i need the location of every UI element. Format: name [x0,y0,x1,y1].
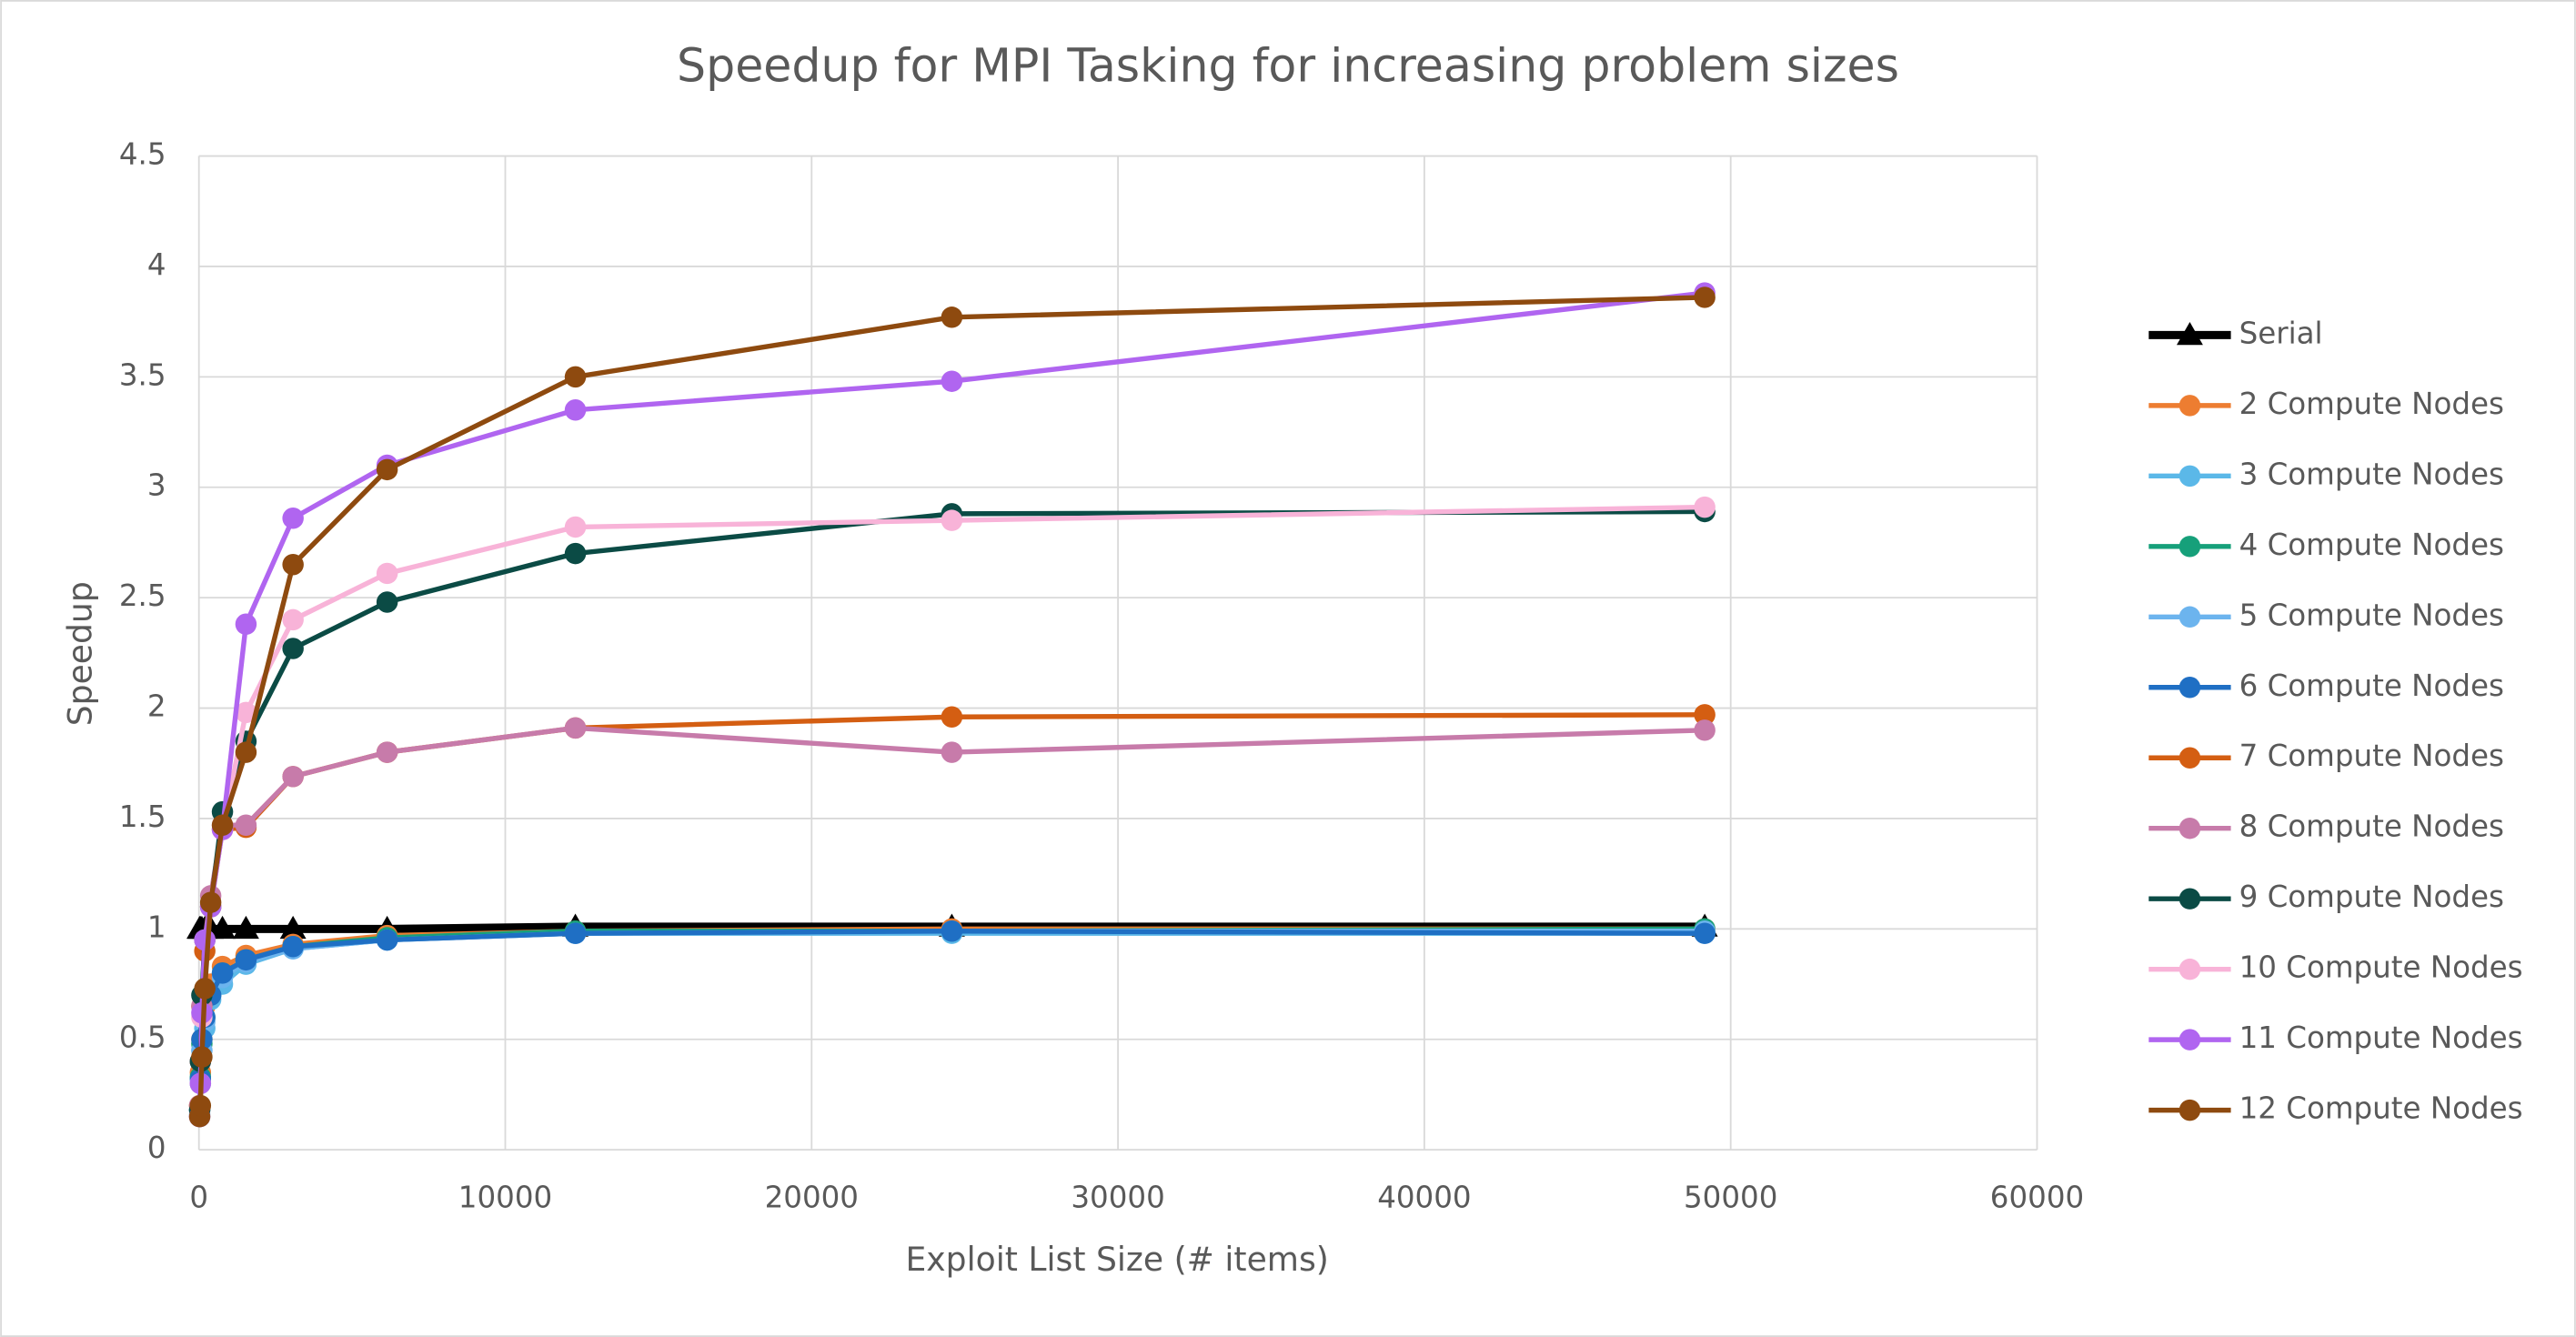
data-point [564,717,587,739]
legend-label: 6 Compute Nodes [2239,668,2504,703]
data-point [941,370,963,392]
y-tick-label: 4 [147,247,166,282]
y-tick-label: 3.5 [119,357,166,392]
x-tick-label: 50000 [1684,1180,1777,1214]
data-point [1694,704,1716,726]
data-point [564,366,587,388]
legend-label: 8 Compute Nodes [2239,809,2504,844]
data-point [194,929,216,951]
data-point [282,508,304,529]
legend-marker [2179,1099,2201,1121]
data-point [209,915,236,940]
data-point [199,891,222,913]
data-point [189,1094,212,1117]
data-point [376,562,398,585]
data-point [376,741,398,763]
legend-label: 11 Compute Nodes [2239,1020,2523,1055]
y-tick-label: 2 [147,689,166,724]
legend-label: 12 Compute Nodes [2239,1091,2523,1126]
data-point [1694,496,1716,518]
data-point [941,706,963,728]
data-point [376,929,398,951]
data-point [282,608,304,631]
data-point [1694,286,1716,308]
legend-marker [2179,1029,2201,1050]
y-tick-label: 1.5 [119,799,166,834]
data-point [235,949,257,971]
legend-marker [2179,958,2201,980]
data-point [564,399,587,421]
x-tick-label: 10000 [458,1180,552,1214]
data-point [564,922,587,944]
legend-marker [2179,465,2201,488]
x-tick-label: 20000 [765,1180,859,1214]
data-point [235,701,257,724]
y-tick-label: 1 [147,910,166,944]
legend-label: 10 Compute Nodes [2239,950,2523,985]
data-point [282,553,304,576]
data-point [564,542,587,565]
legend-marker [2179,677,2201,699]
data-point [235,613,257,636]
legend-marker [2179,747,2201,769]
data-point [941,920,963,942]
data-point [376,458,398,481]
data-point [279,915,307,940]
legend-marker [2179,536,2201,558]
y-tick-label: 4.5 [119,137,166,172]
data-point [1694,922,1716,944]
y-tick-label: 3 [147,468,166,503]
chart-title: Speedup for MPI Tasking for increasing p… [677,38,1899,92]
x-tick-label: 30000 [1071,1180,1164,1214]
data-point [235,814,257,836]
legend-marker [2179,888,2201,910]
data-point [564,516,587,538]
legend-label: Serial [2239,316,2323,350]
legend-marker [2179,817,2201,839]
data-point [191,1046,213,1068]
legend-label: 9 Compute Nodes [2239,880,2504,914]
data-point [211,814,234,836]
legend-marker [2179,395,2201,417]
y-tick-label: 0 [147,1131,166,1165]
data-point [1694,719,1716,741]
y-tick-label: 0.5 [119,1020,166,1055]
legend-label: 4 Compute Nodes [2239,528,2504,562]
data-point [941,307,963,328]
data-point [282,766,304,788]
legend-label: 3 Compute Nodes [2239,457,2504,491]
legend-marker [2179,606,2201,628]
x-tick-label: 40000 [1377,1180,1471,1214]
legend-label: 7 Compute Nodes [2239,739,2504,773]
y-axis-label: Speedup [60,581,99,726]
x-axis-label: Exploit List Size (# items) [905,1240,1328,1279]
legend-label: 5 Compute Nodes [2239,598,2504,632]
data-point [941,509,963,531]
data-point [282,936,304,958]
data-point [194,978,216,1000]
data-point [211,962,234,984]
data-point [282,638,304,659]
data-point [376,591,398,613]
data-point [235,741,257,763]
x-tick-label: 60000 [1990,1180,2084,1214]
data-point [941,741,963,763]
data-point [232,915,259,940]
x-tick-label: 0 [189,1180,208,1214]
y-tick-label: 2.5 [119,578,166,613]
legend-label: 2 Compute Nodes [2239,387,2504,421]
legend-marker [2176,321,2203,346]
